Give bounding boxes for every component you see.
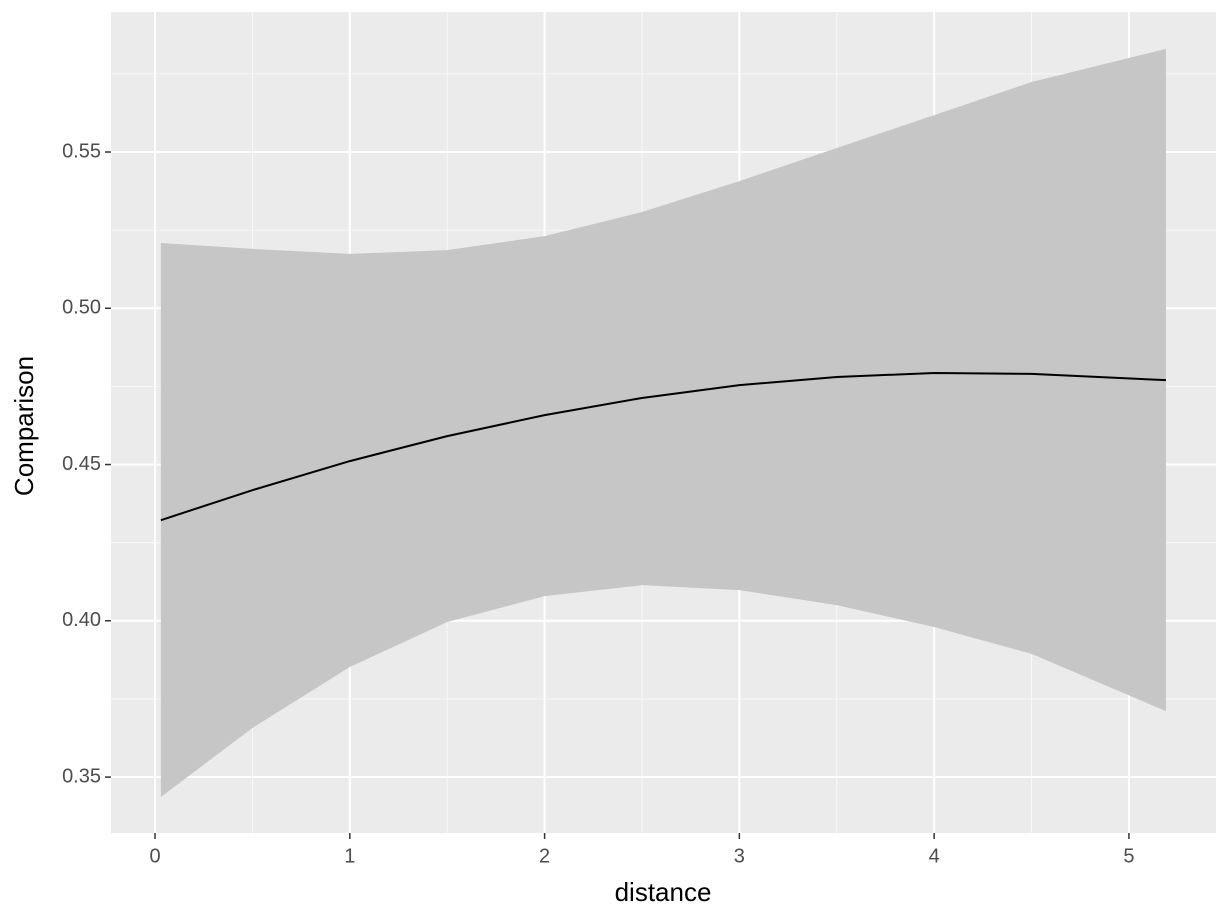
y-tick-label: 0.45 bbox=[62, 453, 101, 475]
x-tick-label: 2 bbox=[539, 845, 550, 867]
x-tick-label: 1 bbox=[344, 845, 355, 867]
y-tick-label: 0.55 bbox=[62, 140, 101, 162]
x-tick-label: 0 bbox=[149, 845, 160, 867]
x-tick-label: 4 bbox=[929, 845, 940, 867]
y-axis-title: Comparison bbox=[9, 356, 39, 496]
x-tick-label: 5 bbox=[1123, 845, 1134, 867]
confidence-band bbox=[160, 48, 1166, 798]
y-tick-label: 0.35 bbox=[62, 765, 101, 787]
x-axis-title: distance bbox=[615, 877, 712, 907]
x-tick-label: 3 bbox=[734, 845, 745, 867]
y-tick-label: 0.50 bbox=[62, 297, 101, 319]
y-tick-label: 0.40 bbox=[62, 609, 101, 631]
fit-line bbox=[160, 371, 1166, 522]
